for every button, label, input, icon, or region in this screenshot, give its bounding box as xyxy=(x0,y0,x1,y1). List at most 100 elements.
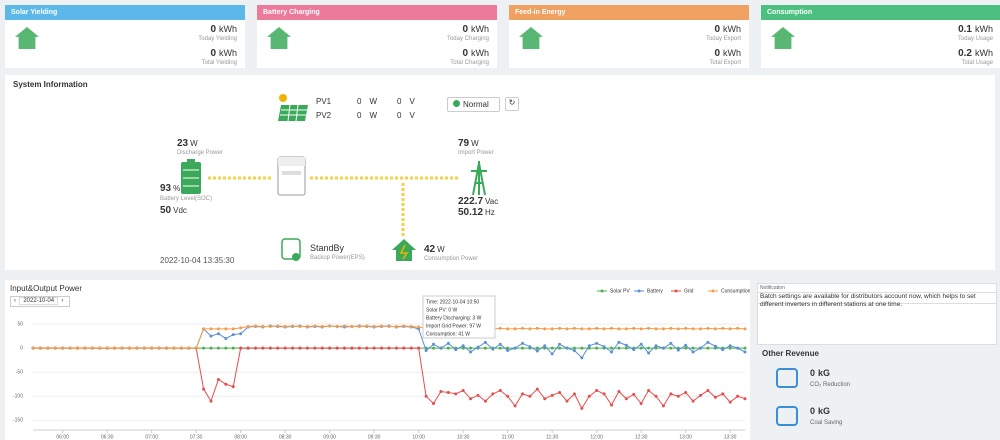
data-point xyxy=(602,327,606,331)
data-point xyxy=(736,346,740,350)
revenue-icon xyxy=(776,406,798,426)
data-point xyxy=(528,327,532,331)
data-point xyxy=(432,346,435,350)
data-point xyxy=(580,356,584,360)
data-point xyxy=(268,324,272,328)
data-point xyxy=(461,344,465,348)
value: 0 xyxy=(462,24,468,35)
data-point xyxy=(483,399,487,403)
data-point xyxy=(535,387,539,391)
data-point xyxy=(53,346,57,350)
value: 23 xyxy=(177,138,189,149)
date-picker[interactable]: ‹ 2022-10-04 › xyxy=(10,296,70,307)
today-label: Today Usage xyxy=(957,36,993,42)
data-point xyxy=(224,382,228,386)
data-point xyxy=(68,346,72,350)
legend-dot xyxy=(711,289,715,293)
value: 0.1 xyxy=(958,24,972,35)
value: 0 xyxy=(462,48,468,59)
data-point xyxy=(647,351,651,355)
status-dot xyxy=(453,100,460,107)
data-point xyxy=(432,402,435,406)
tooltip-line: Time: 2022-10-04 10:50 xyxy=(426,299,479,305)
data-point xyxy=(365,346,369,350)
unit: kWh xyxy=(219,48,237,58)
status-badge: Normal xyxy=(447,97,500,112)
data-point xyxy=(506,346,510,350)
data-point xyxy=(506,349,510,353)
data-point xyxy=(669,346,673,350)
data-point xyxy=(639,342,643,346)
data-point xyxy=(439,389,443,393)
data-point xyxy=(246,324,250,328)
data-point xyxy=(261,324,265,328)
data-point xyxy=(706,389,710,393)
data-point xyxy=(632,326,636,330)
data-point xyxy=(90,346,94,350)
data-point xyxy=(743,346,747,350)
data-point xyxy=(402,324,406,328)
data-point xyxy=(261,346,265,350)
revenue-icon xyxy=(776,368,798,388)
unit: V xyxy=(409,97,415,106)
data-point xyxy=(446,346,450,350)
total-label: Total Export xyxy=(709,60,741,66)
value: 0 xyxy=(397,97,402,106)
data-point xyxy=(291,324,295,328)
unit: kWh xyxy=(975,24,993,34)
x-tick-label: 08:00 xyxy=(234,434,247,440)
x-tick-label: 10:00 xyxy=(412,434,425,440)
data-point xyxy=(543,346,547,350)
x-tick-label: 08:30 xyxy=(279,434,292,440)
data-point xyxy=(639,402,643,406)
data-point xyxy=(224,337,228,341)
revenue-value: 0 kG xyxy=(810,368,830,378)
data-point xyxy=(157,346,161,350)
data-point xyxy=(454,392,458,396)
data-point xyxy=(476,345,480,349)
grid-frequency: 50.12 Hz xyxy=(458,207,495,218)
unit: W xyxy=(471,139,479,148)
data-point xyxy=(209,346,213,350)
data-point xyxy=(216,332,220,336)
data-point xyxy=(669,341,673,345)
today-value: 0 kWh xyxy=(210,24,237,35)
data-point xyxy=(38,346,42,350)
data-point xyxy=(343,346,346,350)
data-point xyxy=(743,397,747,401)
legend-item: Solar PV xyxy=(597,288,630,294)
legend-dot xyxy=(600,289,604,293)
data-point xyxy=(565,327,569,331)
data-point xyxy=(684,390,688,394)
data-point xyxy=(409,346,413,350)
data-point xyxy=(98,346,102,350)
revenue-label: Coal Saving xyxy=(810,420,843,426)
series-line xyxy=(33,325,746,359)
data-point xyxy=(699,346,702,350)
data-point xyxy=(209,399,213,403)
data-point xyxy=(357,346,361,350)
discharge-power: 23 W xyxy=(177,138,198,149)
data-point xyxy=(127,346,131,350)
data-point xyxy=(483,346,487,350)
data-point xyxy=(558,346,562,350)
chart: -150 -100 -50 0 50 06:00 06:30 07:00 07:30 08:00 0… xyxy=(13,288,750,440)
data-point xyxy=(380,324,384,328)
x-tick-label: 11:00 xyxy=(502,434,514,440)
data-point xyxy=(550,352,554,356)
card-icon xyxy=(771,27,795,49)
data-point xyxy=(432,342,435,346)
data-point xyxy=(305,346,309,350)
refresh-button[interactable]: ↻ xyxy=(505,97,519,111)
x-tick-label: 09:30 xyxy=(368,434,381,440)
data-point xyxy=(691,346,695,350)
data-point xyxy=(394,324,398,328)
data-point xyxy=(521,392,524,396)
data-point xyxy=(231,333,235,337)
tooltip: Time: 2022-10-04 10:50 Solar PV: 0 W Batte… xyxy=(422,295,496,339)
data-point xyxy=(535,346,539,350)
today-value: 0 kWh xyxy=(462,24,489,35)
data-point xyxy=(580,406,584,410)
data-point xyxy=(446,341,450,345)
